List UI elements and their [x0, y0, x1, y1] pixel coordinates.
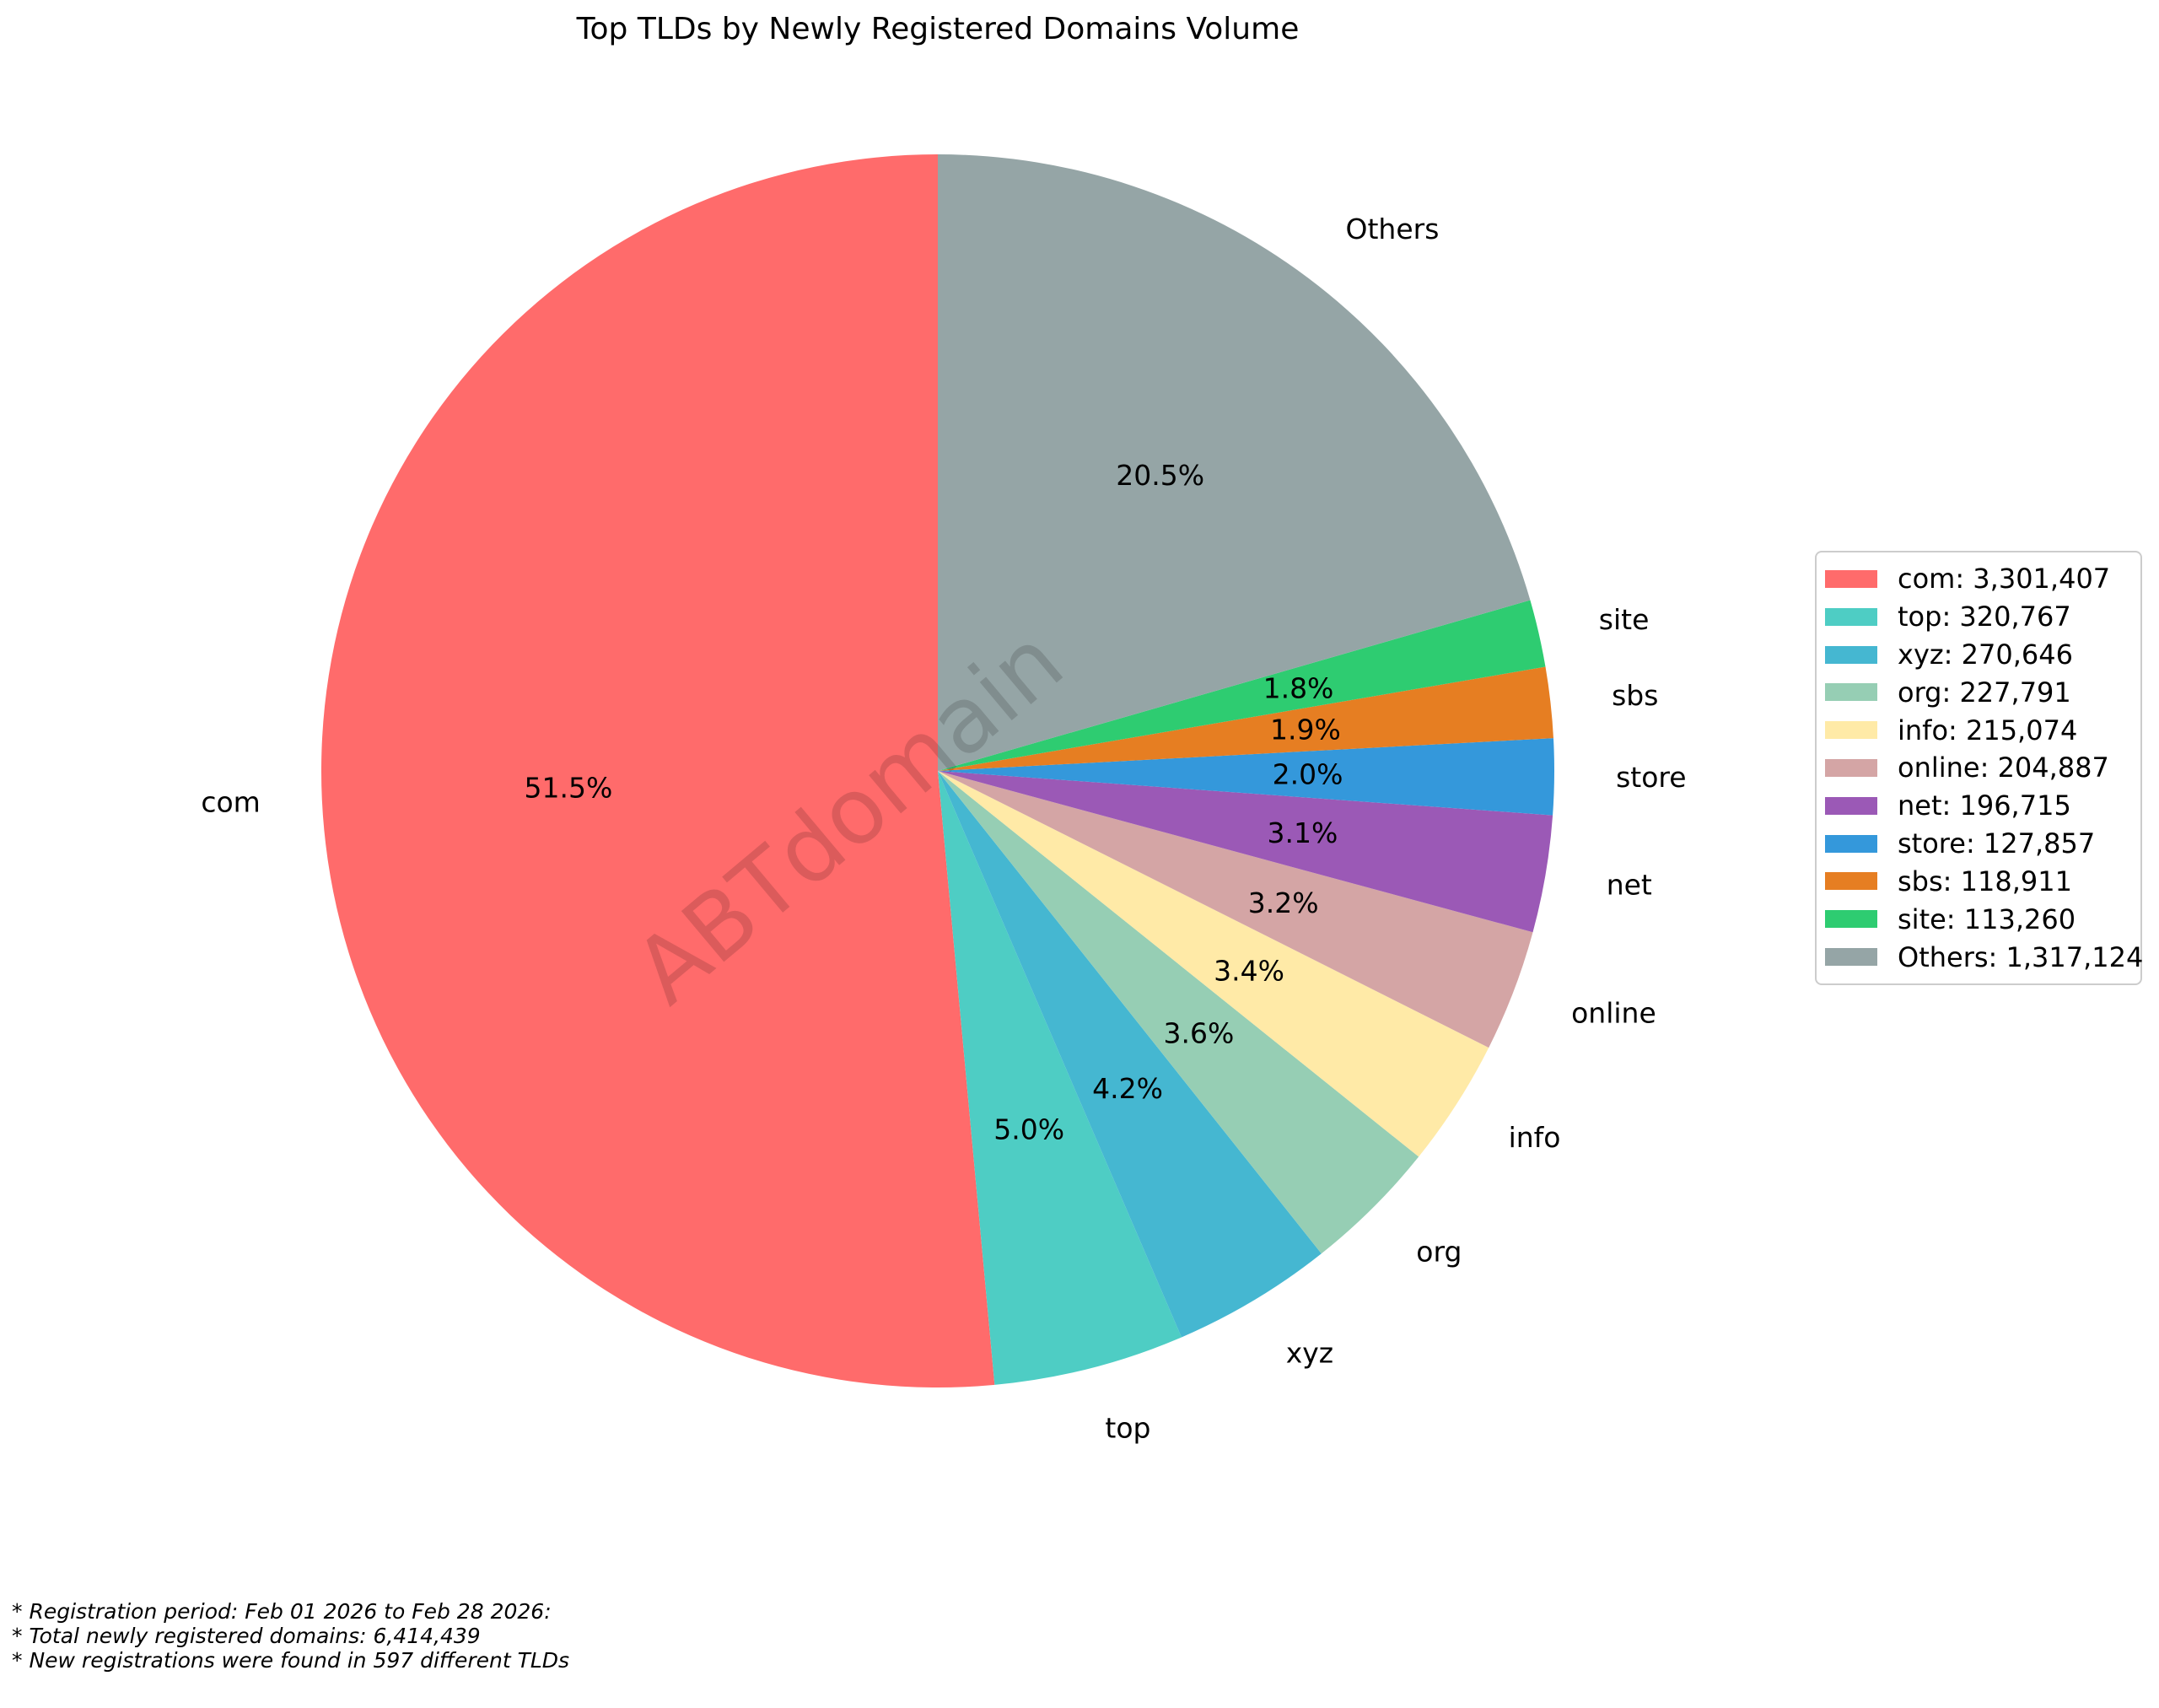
legend-item-sbs: sbs: 118,911: [1825, 863, 2140, 900]
legend-swatch-xyz: [1825, 645, 1877, 664]
chart-title: Top TLDs by Newly Registered Domains Vol…: [576, 12, 1300, 46]
pie-slice-store: [938, 738, 1555, 816]
slice-pct-org: 3.6%: [1163, 1016, 1234, 1049]
slice-pct-xyz: 4.2%: [1092, 1072, 1163, 1105]
footnote-line: * Total newly registered domains: 6,414,…: [12, 1624, 481, 1648]
pie-slice-xyz: [938, 771, 1322, 1338]
slice-label-site: site: [1599, 603, 1650, 636]
legend-swatch-others: [1825, 948, 1877, 967]
slice-pct-online: 3.2%: [1248, 886, 1319, 919]
legend-swatch-info: [1825, 721, 1877, 740]
legend-item-info: info: 215,074: [1825, 712, 2140, 749]
legend-label-info: info: 215,074: [1898, 714, 2078, 746]
pie-slice-others: [938, 154, 1531, 771]
legend-swatch-site: [1825, 910, 1877, 929]
legend-item-xyz: xyz: 270,646: [1825, 636, 2140, 673]
legend-item-others: Others: 1,317,124: [1825, 939, 2144, 976]
legend-label-top: top: 320,767: [1898, 601, 2071, 633]
legend-item-site: site: 113,260: [1825, 901, 2140, 938]
legend-swatch-sbs: [1825, 872, 1877, 891]
legend-item-org: org: 227,791: [1825, 674, 2140, 711]
slice-pct-info: 3.4%: [1214, 955, 1284, 988]
pie-slice-sbs: [938, 666, 1553, 771]
slice-label-net: net: [1607, 868, 1652, 901]
legend-item-online: online: 204,887: [1825, 749, 2140, 786]
footnote-line: * Registration period: Feb 01 2026 to Fe…: [12, 1599, 552, 1624]
legend-swatch-top: [1825, 607, 1877, 626]
slice-label-sbs: sbs: [1612, 679, 1658, 712]
legend-label-sbs: sbs: 118,911: [1898, 865, 2072, 897]
legend-swatch-com: [1825, 569, 1877, 588]
slice-label-store: store: [1616, 761, 1686, 794]
pie-slice-site: [938, 600, 1546, 771]
slice-pct-top: 5.0%: [993, 1113, 1064, 1146]
legend-item-top: top: 320,767: [1825, 598, 2140, 635]
legend-label-store: store: 127,857: [1898, 827, 2096, 860]
pie-slice-net: [938, 771, 1553, 933]
legend-label-site: site: 113,260: [1898, 902, 2076, 935]
slice-pct-others: 20.5%: [1116, 459, 1204, 492]
legend-item-store: store: 127,857: [1825, 825, 2140, 862]
slice-label-info: info: [1509, 1121, 1561, 1154]
pie-slice-top: [938, 771, 1182, 1385]
slice-label-online: online: [1571, 997, 1656, 1030]
legend-label-others: Others: 1,317,124: [1898, 940, 2144, 973]
slice-label-others: Others: [1346, 213, 1440, 245]
slice-pct-sbs: 1.9%: [1270, 714, 1341, 746]
slice-pct-site: 1.8%: [1263, 672, 1334, 705]
legend-swatch-online: [1825, 758, 1877, 777]
legend-label-net: net: 196,715: [1898, 789, 2071, 822]
slice-label-org: org: [1416, 1235, 1462, 1268]
slice-pct-net: 3.1%: [1267, 816, 1338, 849]
legend-swatch-org: [1825, 683, 1877, 702]
pie-slice-online: [938, 771, 1533, 1048]
legend: com: 3,301,407 top: 320,767 xyz: 270,646 or…: [1815, 551, 2144, 985]
legend-item-net: net: 196,715: [1825, 787, 2140, 824]
slice-label-top: top: [1105, 1412, 1150, 1445]
slice-label-xyz: xyz: [1286, 1337, 1333, 1370]
slice-pct-store: 2.0%: [1273, 758, 1343, 791]
footnote-line: * New registrations were found in 597 di…: [12, 1648, 570, 1673]
footnotes: * Registration period: Feb 01 2026 to Fe…: [12, 1599, 569, 1673]
pie-slice-com: [320, 154, 995, 1388]
legend-label-com: com: 3,301,407: [1898, 563, 2111, 595]
legend-label-online: online: 204,887: [1898, 752, 2109, 784]
pie-slice-org: [938, 771, 1419, 1254]
legend-label-xyz: xyz: 270,646: [1898, 638, 2073, 671]
slice-label-com: com: [201, 786, 260, 819]
legend-swatch-net: [1825, 796, 1877, 815]
legend-swatch-store: [1825, 834, 1877, 853]
slice-pct-com: 51.5%: [524, 772, 612, 805]
legend-label-org: org: 227,791: [1898, 676, 2071, 709]
pie-slice-info: [938, 771, 1489, 1157]
legend-item-com: com: 3,301,407: [1825, 560, 2140, 597]
